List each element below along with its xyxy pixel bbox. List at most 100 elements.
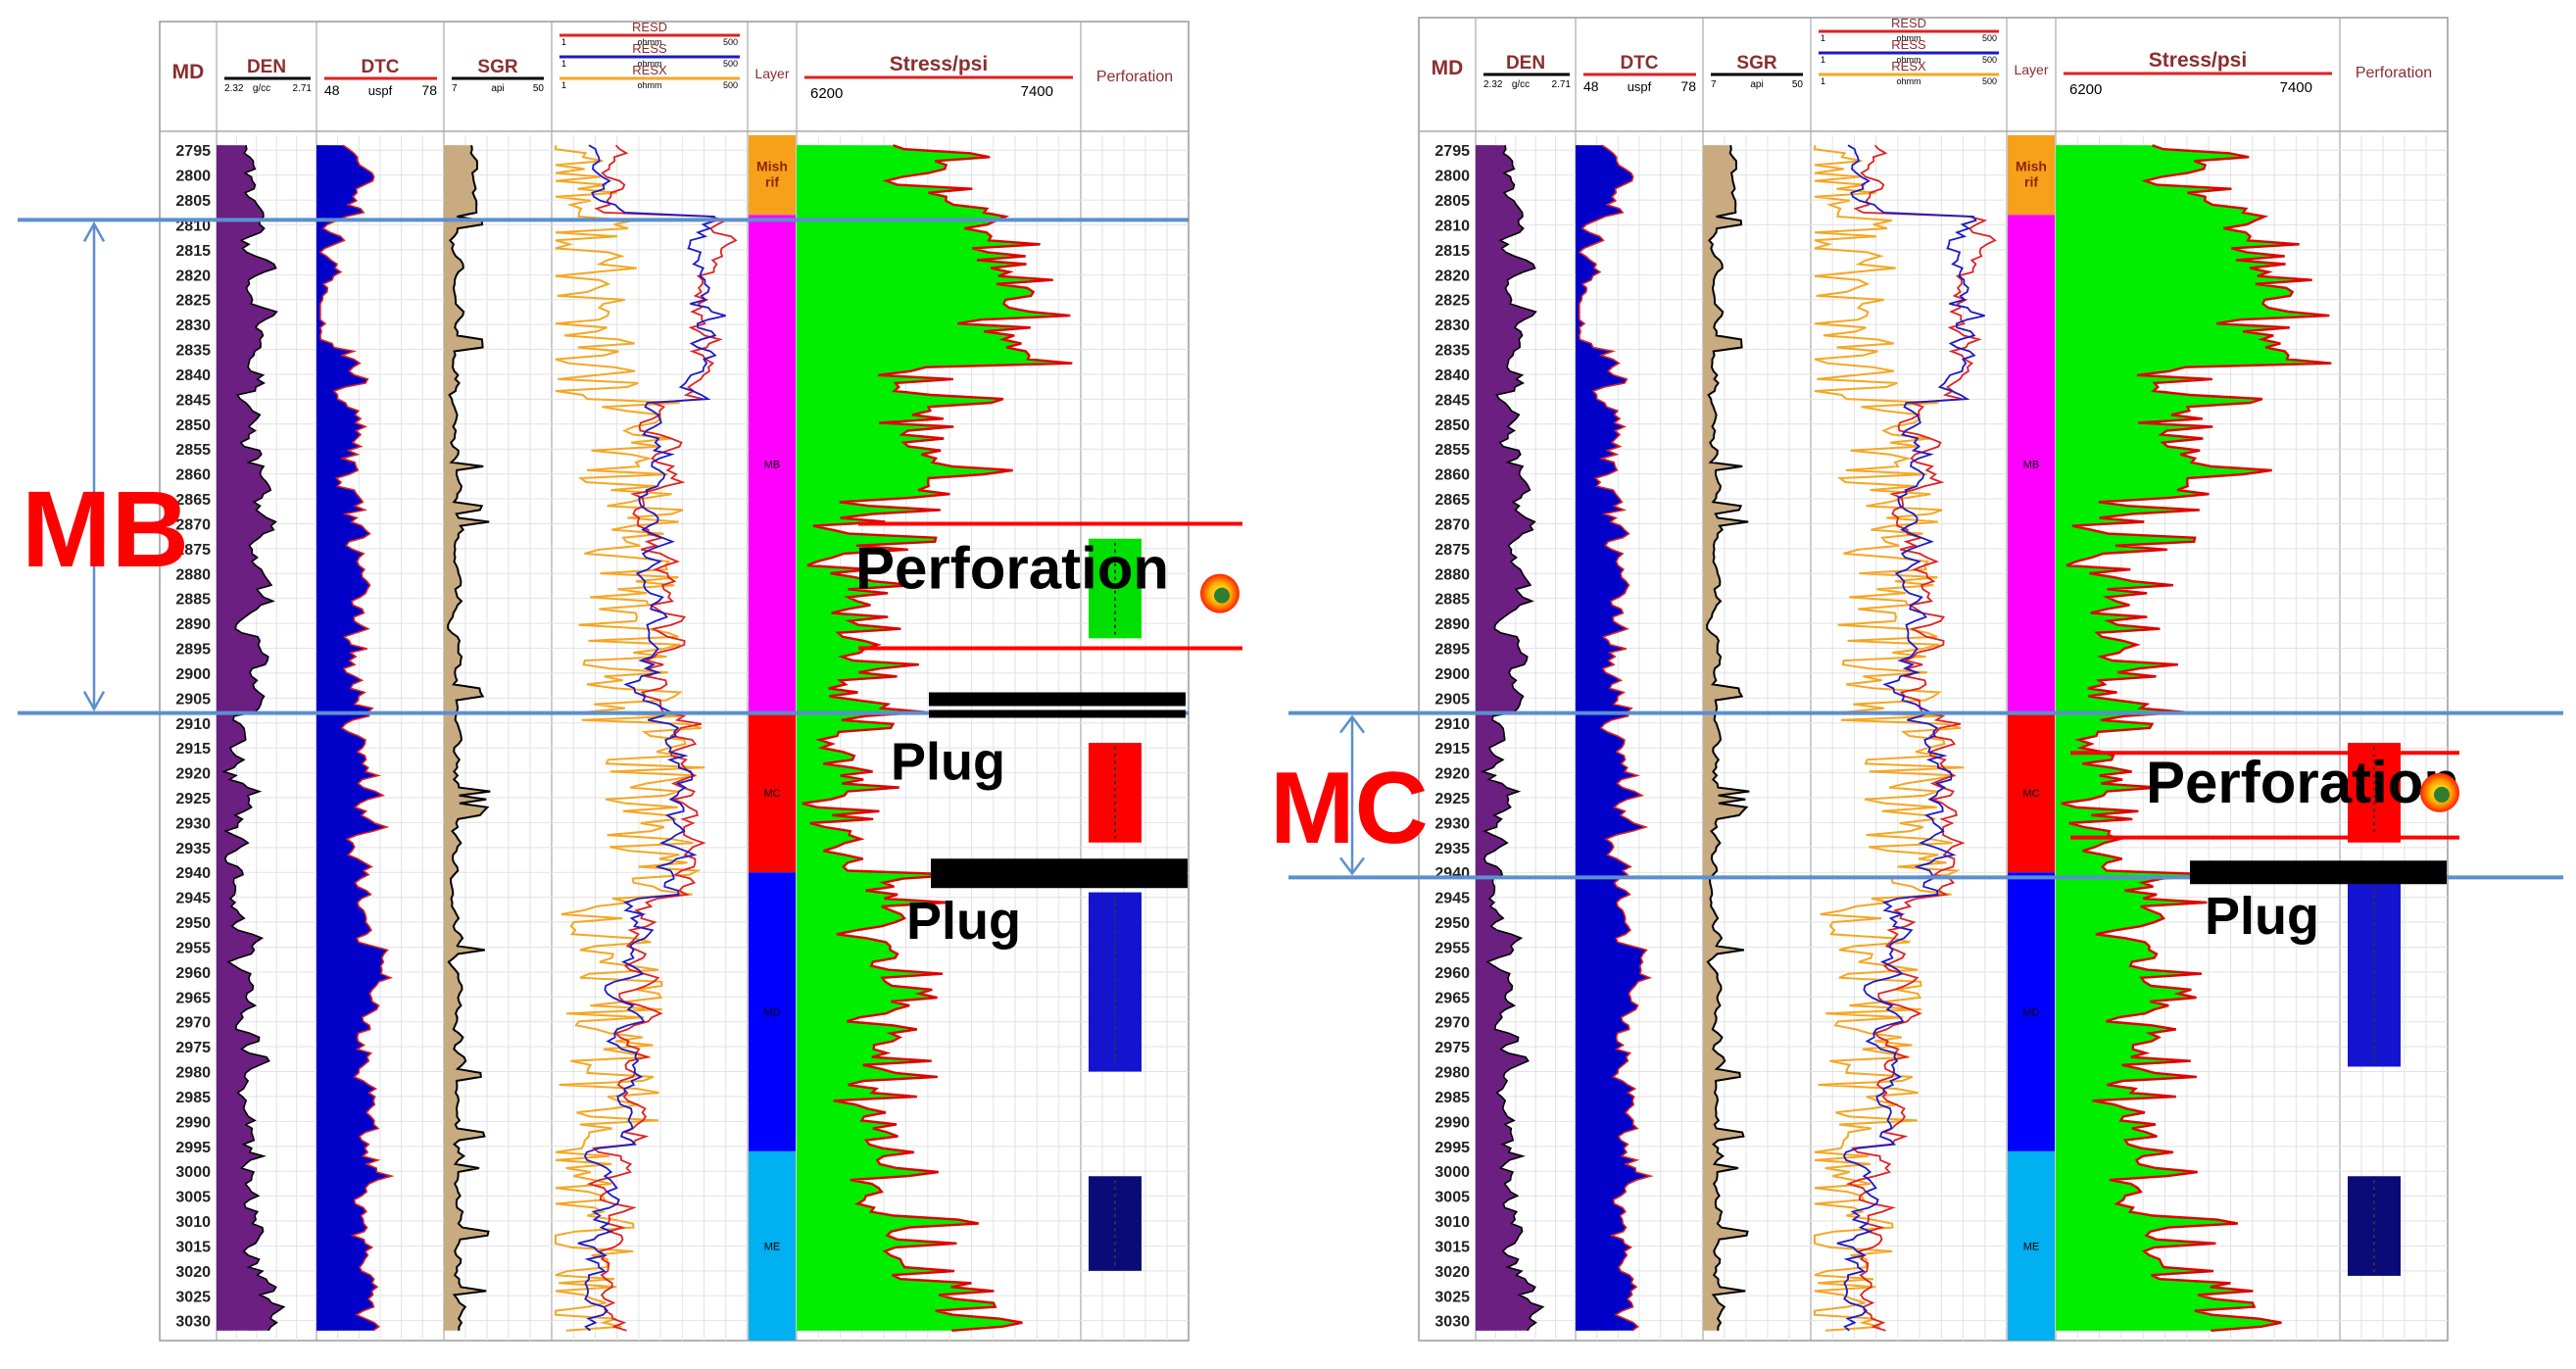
depth-tick: 3000 (1434, 1164, 1470, 1181)
perforation-interval (1089, 538, 1142, 639)
depth-tick: 2935 (1434, 841, 1470, 857)
plug-label: Plug (891, 732, 1005, 791)
dtc-curve (1578, 144, 1654, 1332)
depth-tick: 3005 (175, 1190, 211, 1206)
stress-max: 7400 (1021, 83, 1053, 100)
stress-curve (802, 144, 1073, 1332)
res-unit: ohmm (1896, 55, 1920, 65)
res-min: 1 (1821, 76, 1825, 86)
depth-tick: 2970 (175, 1015, 211, 1032)
dtc-curve (318, 144, 395, 1332)
layer-label: Mish rif (756, 159, 788, 190)
res-unit: ohmm (637, 80, 661, 90)
dtc-max: 78 (421, 82, 437, 98)
layer-header: Layer (2014, 62, 2048, 77)
plug-label: Plug (2205, 887, 2319, 946)
depth-tick: 3025 (1434, 1289, 1470, 1305)
layer-block-mb (749, 215, 796, 713)
sgr-curve (447, 145, 491, 1331)
sgr-unit: api (491, 83, 504, 94)
layer-label: Mish rif (2016, 159, 2047, 190)
dtc-unit: uspf (368, 83, 393, 98)
perforation-callout-label: Perforation (2146, 750, 2459, 815)
stress-title: Stress/psi (2149, 49, 2247, 72)
perforation-interval (2348, 1176, 2401, 1276)
depth-tick: 2975 (175, 1040, 211, 1056)
depth-tick: 2895 (175, 642, 211, 659)
layer-label-line: MB (764, 459, 781, 470)
depth-tick: 2915 (175, 741, 211, 758)
depth-tick: 3025 (175, 1289, 211, 1305)
layer-block-mc (749, 712, 796, 873)
sgr-unit: api (1750, 79, 1763, 90)
den-max: 2.71 (293, 83, 313, 94)
depth-tick: 2910 (175, 716, 211, 733)
zone-label: MB (22, 469, 189, 590)
res-min: 1 (561, 80, 566, 90)
stress-title: Stress/psi (890, 53, 988, 75)
res-max: 500 (723, 80, 738, 90)
depth-tick: 2880 (175, 566, 211, 583)
resx-curve (554, 145, 705, 1332)
res-title: RESX (632, 63, 667, 77)
depth-tick: 2920 (175, 766, 211, 783)
depth-tick: 2805 (1434, 193, 1470, 210)
depth-tick: 2995 (175, 1140, 211, 1156)
res-title: RESX (1891, 59, 1926, 73)
layer-label-line: MC (2022, 788, 2039, 800)
depth-tick: 2955 (1434, 940, 1470, 956)
perforation-header: Perforation (1096, 69, 1173, 85)
depth-tick: 3015 (1434, 1239, 1470, 1255)
depth-tick: 2990 (1434, 1114, 1470, 1131)
den-min: 2.32 (1483, 79, 1503, 90)
layer-label: MC (763, 788, 780, 800)
depth-tick: 2895 (1434, 642, 1470, 659)
depth-tick: 2830 (175, 318, 211, 334)
depth-tick: 2960 (1434, 965, 1470, 982)
res-title: RESS (632, 41, 667, 56)
arrow-head-up (82, 220, 106, 243)
res-max: 500 (723, 37, 738, 47)
den-curve-fill (217, 145, 284, 1331)
den-title: DEN (1506, 53, 1545, 73)
layer-label-line: Mish (2016, 159, 2047, 174)
layer-label-line: Mish (756, 159, 788, 174)
stress-curve-fill (797, 145, 1073, 1331)
den-unit: g/cc (253, 83, 270, 94)
den-max: 2.71 (1552, 79, 1572, 90)
depth-tick: 2910 (1434, 716, 1470, 733)
layer-block-mish-rif (749, 135, 796, 216)
depth-tick: 2920 (1434, 766, 1470, 783)
depth-tick: 2915 (1434, 741, 1470, 758)
depth-tick: 2940 (175, 865, 211, 882)
depth-tick: 2855 (1434, 442, 1470, 459)
depth-tick: 2795 (175, 143, 211, 160)
res-min: 1 (561, 37, 566, 47)
depth-tick: 2965 (1434, 990, 1470, 1006)
layer-header: Layer (754, 66, 789, 81)
layer-label: MD (763, 1007, 780, 1019)
ress-curve (577, 144, 726, 1332)
res-min: 1 (1821, 33, 1825, 43)
layer-block-md (749, 872, 796, 1151)
dtc-title: DTC (361, 57, 399, 77)
depth-tick: 3000 (175, 1164, 211, 1181)
res-title: RESD (632, 20, 667, 34)
layer-label-line: MC (763, 788, 780, 800)
depth-tick: 2980 (175, 1065, 211, 1082)
stress-curve-fill (2056, 145, 2332, 1331)
depth-tick: 3030 (1434, 1314, 1470, 1331)
layer-block-me (749, 1150, 796, 1341)
depth-tick: 2950 (1434, 915, 1470, 932)
resx-curve (1813, 145, 1965, 1332)
layer-block-me (2008, 1150, 2055, 1341)
grid-lines (1476, 135, 2448, 1341)
depth-tick: 2945 (175, 891, 211, 907)
depth-tick: 2890 (175, 616, 211, 633)
res-max: 500 (1982, 55, 1997, 65)
sgr-curve (1706, 145, 1750, 1331)
depth-tick: 2870 (1434, 516, 1470, 533)
depth-tick: 2985 (1434, 1090, 1470, 1106)
